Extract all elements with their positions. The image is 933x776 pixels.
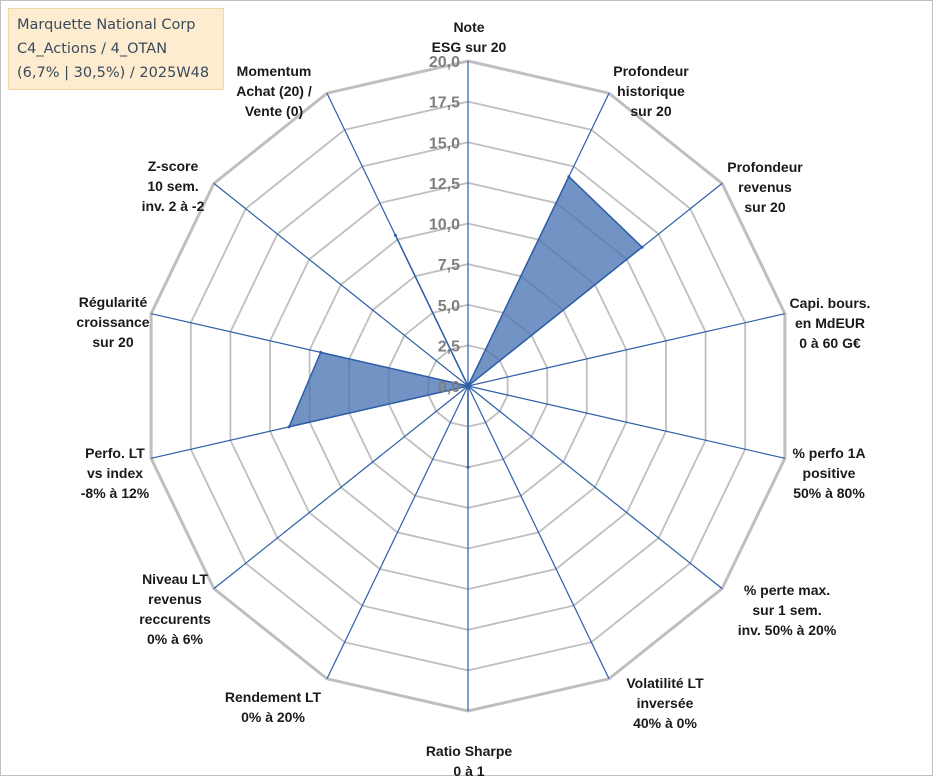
axis-label-line: revenus bbox=[148, 591, 202, 607]
axis-label: Profondeur historique sur 20 bbox=[613, 63, 689, 119]
axis-label-line: 0 à 1 bbox=[453, 763, 484, 776]
axis-label: % perte max. sur 1 sem. inv. 50% à 20% bbox=[738, 582, 837, 638]
data-point bbox=[466, 384, 470, 388]
axis-label: Momentum Achat (20) / Vente (0) bbox=[236, 63, 312, 119]
radar-axis-labels: Note ESG sur 20 Profondeur historique sur 20… bbox=[76, 19, 870, 776]
axis-label: Z-score 10 sem. inv. 2 à -2 bbox=[142, 158, 205, 214]
axis-label-line: % perfo 1A bbox=[792, 445, 865, 461]
axis-label-line: inv. 50% à 20% bbox=[738, 622, 837, 638]
axis-label-line: % perte max. bbox=[744, 582, 830, 598]
axis-label-line: 0 à 60 G€ bbox=[799, 335, 861, 351]
axis-label: Capi. bours. en MdEUR 0 à 60 G€ bbox=[790, 295, 871, 351]
axis-label-line: Profondeur bbox=[727, 159, 803, 175]
chart-title-box: Marquette National Corp C4_Actions / 4_O… bbox=[8, 8, 224, 90]
title-category: C4_Actions / 4_OTAN bbox=[17, 41, 168, 57]
axis-label-line: Profondeur bbox=[613, 63, 689, 79]
axis-label-line: positive bbox=[803, 465, 856, 481]
radar-tick-labels: 0,0 2,5 5,0 7,5 10,0 12,5 15,0 17,5 20,0 bbox=[429, 54, 460, 396]
axis-label-line: historique bbox=[617, 83, 685, 99]
axis-label-line: Momentum bbox=[237, 63, 312, 79]
data-point bbox=[319, 350, 323, 354]
tick-label: 12,5 bbox=[429, 176, 460, 193]
axis-label-line: Ratio Sharpe bbox=[426, 743, 513, 759]
axis-spoke bbox=[213, 182, 469, 387]
axis-label-line: sur 1 sem. bbox=[752, 602, 821, 618]
data-point bbox=[466, 465, 470, 469]
tick-label: 17,5 bbox=[429, 95, 460, 112]
axis-label-line: Perfo. LT bbox=[85, 445, 145, 461]
axis-label: Niveau LT revenus reccurents 0% à 6% bbox=[139, 571, 211, 647]
axis-spoke bbox=[467, 313, 786, 387]
axis-label-line: en MdEUR bbox=[795, 315, 865, 331]
tick-label: 15,0 bbox=[429, 135, 460, 152]
axis-label-line: reccurents bbox=[139, 611, 211, 627]
tick-label: 7,5 bbox=[438, 257, 460, 274]
data-point bbox=[287, 425, 291, 429]
series-area bbox=[288, 175, 643, 469]
tick-label: 10,0 bbox=[429, 217, 460, 234]
axis-spoke bbox=[467, 385, 786, 459]
axis-label-line: sur 20 bbox=[630, 103, 671, 119]
axis-label-line: croissance bbox=[76, 314, 149, 330]
axis-label-line: sur 20 bbox=[744, 199, 785, 215]
axis-label-line: 0% à 6% bbox=[147, 631, 204, 647]
axis-label-line: -8% à 12% bbox=[81, 485, 150, 501]
axis-label-line: Niveau LT bbox=[142, 571, 208, 587]
axis-label: Profondeur revenus sur 20 bbox=[727, 159, 803, 215]
axis-label-line: 40% à 0% bbox=[633, 715, 697, 731]
axis-label-line: Rendement LT bbox=[225, 689, 322, 705]
title-period: (6,7% | 30,5%) / 2025W48 bbox=[17, 65, 210, 81]
tick-label: 2,5 bbox=[438, 338, 460, 355]
axis-spoke bbox=[213, 385, 469, 590]
axis-label-line: Volatilité LT bbox=[626, 675, 704, 691]
axis-label: Perfo. LT vs index -8% à 12% bbox=[81, 445, 150, 501]
axis-label-line: Z-score bbox=[148, 158, 199, 174]
axis-label: Régularité croissance sur 20 bbox=[76, 294, 149, 350]
axis-spoke bbox=[467, 385, 723, 590]
axis-label: Volatilité LT inversée 40% à 0% bbox=[626, 675, 704, 731]
axis-label-line: inversée bbox=[637, 695, 694, 711]
axis-label-line: 0% à 20% bbox=[241, 709, 305, 725]
axis-label-line: Vente (0) bbox=[245, 103, 303, 119]
tick-label: 20,0 bbox=[429, 54, 460, 71]
axis-spoke bbox=[326, 385, 469, 680]
axis-label-line: Capi. bours. bbox=[790, 295, 871, 311]
axis-label-line: ESG sur 20 bbox=[432, 39, 507, 55]
axis-label-line: 50% à 80% bbox=[793, 485, 865, 501]
axis-label-line: inv. 2 à -2 bbox=[142, 198, 205, 214]
axis-spoke bbox=[467, 385, 610, 680]
axis-label-line: sur 20 bbox=[92, 334, 133, 350]
axis-label-line: Achat (20) / bbox=[236, 83, 312, 99]
axis-label-line: vs index bbox=[87, 465, 143, 481]
data-point bbox=[393, 233, 397, 237]
tick-label: 5,0 bbox=[438, 298, 460, 315]
title-company: Marquette National Corp bbox=[17, 17, 196, 33]
axis-label-line: 10 sem. bbox=[147, 178, 198, 194]
data-point bbox=[640, 245, 644, 249]
axis-label-line: Régularité bbox=[79, 294, 148, 310]
data-point bbox=[567, 175, 571, 179]
axis-label-line: Note bbox=[453, 19, 484, 35]
radar-series bbox=[287, 175, 644, 469]
axis-label: Ratio Sharpe 0 à 1 bbox=[426, 743, 513, 776]
axis-label: Rendement LT 0% à 20% bbox=[225, 689, 322, 725]
axis-label: % perfo 1A positive 50% à 80% bbox=[792, 445, 865, 501]
axis-label: Note ESG sur 20 bbox=[432, 19, 507, 55]
axis-label-line: revenus bbox=[738, 179, 792, 195]
tick-label: 0,0 bbox=[438, 379, 460, 396]
